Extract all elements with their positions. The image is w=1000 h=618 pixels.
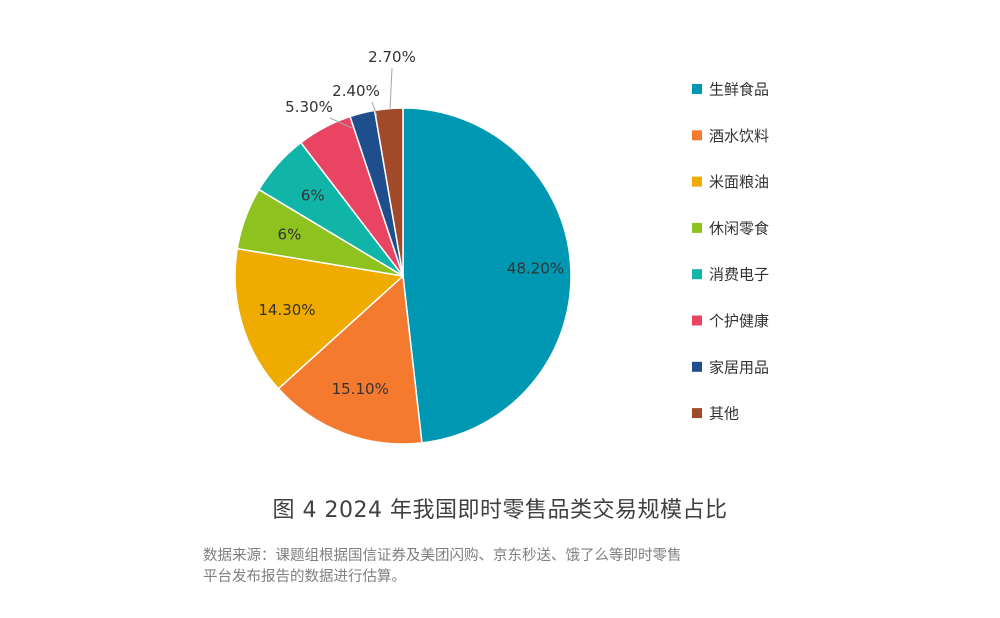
leader-line-6: [329, 117, 353, 129]
source-note-line-1: 数据来源：课题组根据国信证券及美团闪购、京东秒送、饿了么等即时零售: [203, 548, 682, 564]
legend-swatch-1: [692, 84, 702, 94]
legend-swatch-8: [692, 408, 702, 419]
slice-value-label-6: 5.30%: [285, 98, 333, 116]
pie-slices: [234, 107, 572, 445]
pie-slice-2: [277, 274, 423, 445]
leader-line-7: [371, 101, 378, 117]
legend-label-7: 家居用品: [709, 358, 769, 376]
legend-swatch-5: [692, 269, 702, 280]
pie-slice-1: [402, 107, 572, 444]
legend-label-4: 休闲零食: [709, 219, 769, 237]
legend-swatch-4: [692, 222, 702, 233]
source-note: 数据来源：课题组根据国信证券及美团闪购、京东秒送、饿了么等即时零售 平台发布报告…: [203, 546, 823, 588]
legend-swatch-3: [692, 176, 702, 187]
slice-value-label-5: 6%: [301, 186, 325, 204]
source-note-line-2: 平台发布报告的数据进行估算。: [203, 569, 406, 585]
chart-title: 图 4 2024 年我国即时零售品类交易规模占比: [272, 498, 728, 523]
slice-value-label-4: 6%: [278, 225, 302, 243]
leader-line-8: [389, 67, 393, 111]
slice-value-label-1: 48.20%: [507, 259, 564, 277]
legend-swatch-6: [692, 315, 702, 326]
slice-value-label-8: 2.70%: [368, 48, 416, 66]
legend-swatch-2: [692, 130, 702, 141]
legend-swatch-7: [692, 361, 702, 372]
legend-label-2: 酒水饮料: [709, 127, 769, 145]
legend-label-1: 生鲜食品: [709, 81, 769, 99]
slice-labels: 48.20% 15.10% 14.30% 6% 6% 5.30%2.40% 2.70%: [258, 48, 564, 398]
pie-slice-3: [234, 247, 405, 390]
legend-label-8: 其他: [709, 405, 739, 423]
slice-value-label-7: 2.40%: [332, 82, 380, 100]
slice-value-label-3: 14.30%: [258, 301, 315, 319]
slice-value-label-2: 15.10%: [332, 380, 389, 398]
leader-lines: [329, 67, 393, 129]
legend-label-6: 个护健康: [709, 312, 769, 330]
legend-label-5: 消费电子: [709, 266, 769, 284]
legend-label-3: 米面粮油: [709, 173, 769, 191]
